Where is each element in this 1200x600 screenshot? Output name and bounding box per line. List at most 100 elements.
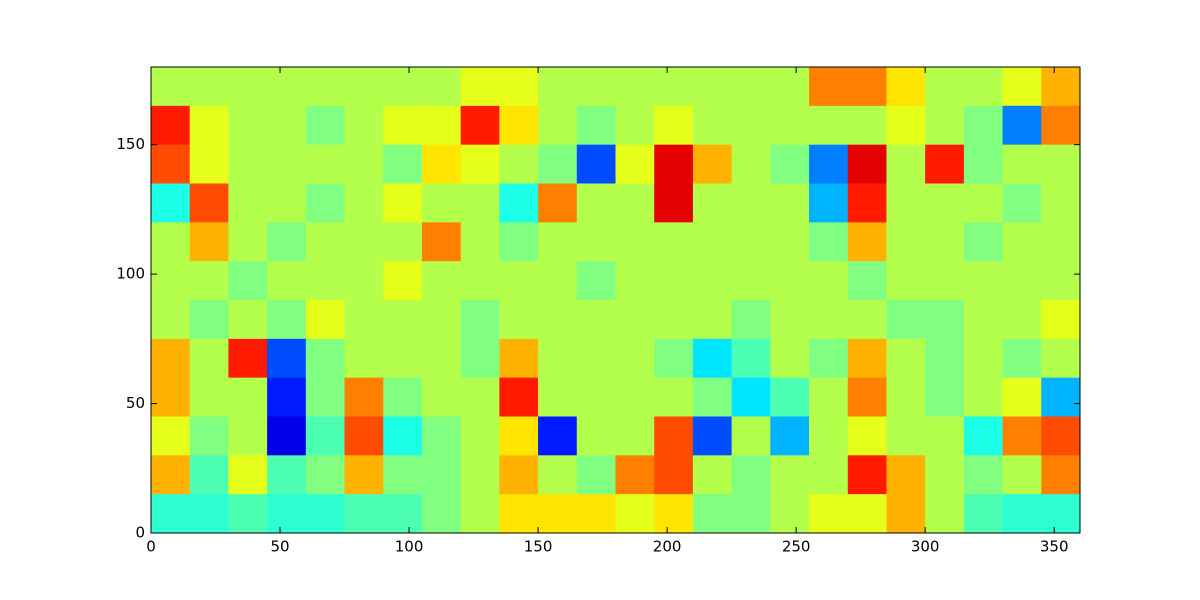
heatmap-cell [886, 455, 926, 495]
heatmap-cell [189, 183, 229, 223]
heatmap-cell [731, 300, 771, 340]
heatmap-cell [692, 261, 733, 301]
heatmap-cell [460, 416, 500, 456]
heatmap-cell [1002, 144, 1042, 184]
heatmap-cell [305, 144, 346, 184]
heatmap-cell [615, 494, 655, 534]
heatmap-cell [538, 377, 578, 417]
heatmap-cell [692, 494, 733, 534]
heatmap-cell [499, 377, 539, 417]
heatmap-cell [847, 416, 887, 456]
heatmap-cell [305, 416, 346, 456]
heatmap-cell [383, 416, 423, 456]
heatmap-cell [421, 183, 462, 223]
heatmap-cell [886, 67, 926, 107]
heatmap-cell [963, 300, 1004, 340]
heatmap-cell [770, 338, 810, 379]
heatmap-cell [538, 67, 578, 107]
heatmap-cell [1002, 455, 1042, 495]
heatmap-cell [1002, 67, 1042, 107]
heatmap-cell [499, 455, 539, 495]
heatmap-cell [731, 222, 771, 262]
heatmap-cell [886, 261, 926, 301]
heatmap-cell [731, 494, 771, 534]
heatmap-cell [538, 416, 578, 456]
heatmap-cell [421, 144, 462, 184]
y-tick-label: 50 [126, 394, 145, 412]
heatmap-cell [576, 105, 616, 146]
heatmap-cell [615, 144, 655, 184]
heatmap-cell [460, 338, 500, 379]
heatmap-cell [615, 67, 655, 107]
heatmap-cell [344, 416, 384, 456]
heatmap-cell [692, 300, 733, 340]
heatmap-cell [731, 183, 771, 223]
heatmap-cell [460, 183, 500, 223]
heatmap-cell [189, 377, 229, 417]
y-tick-label: 150 [116, 135, 145, 153]
x-tick-label: 200 [653, 538, 682, 556]
heatmap-cell [809, 494, 849, 534]
heatmap-cell [1041, 105, 1081, 146]
heatmap-cell [654, 377, 694, 417]
heatmap-cell [731, 338, 771, 379]
heatmap-cell [460, 494, 500, 534]
heatmap-cell [692, 105, 733, 146]
heatmap-cell [654, 300, 694, 340]
heatmap-cell [151, 338, 191, 379]
heatmap-cell [847, 338, 887, 379]
heatmap-cell [847, 105, 887, 146]
heatmap-cell [963, 183, 1004, 223]
heatmap-cell [809, 105, 849, 146]
heatmap-cell [267, 261, 307, 301]
heatmap-cell [925, 494, 965, 534]
heatmap-cell [576, 183, 616, 223]
heatmap-cell [770, 67, 810, 107]
heatmap-cell [383, 261, 423, 301]
heatmap-cell [344, 455, 384, 495]
heatmap-cell [847, 67, 887, 107]
heatmap-cell [1002, 377, 1042, 417]
heatmap-cell [886, 300, 926, 340]
heatmap-cell [925, 67, 965, 107]
heatmap-cell [963, 338, 1004, 379]
heatmap-cell [538, 494, 578, 534]
heatmap-cell [267, 300, 307, 340]
heatmap-cell [383, 455, 423, 495]
heatmap-cell [1041, 261, 1081, 301]
heatmap-cell [267, 105, 307, 146]
heatmap-cell [615, 222, 655, 262]
heatmap-cell [1041, 377, 1081, 417]
heatmap-cell [499, 300, 539, 340]
heatmap-cell [305, 105, 346, 146]
heatmap-cell [847, 300, 887, 340]
heatmap-cell [809, 300, 849, 340]
heatmap-cell [770, 183, 810, 223]
heatmap-cell [925, 416, 965, 456]
heatmap-cell [692, 455, 733, 495]
heatmap-cell [305, 67, 346, 107]
heatmap-cell [189, 105, 229, 146]
heatmap-cell [886, 494, 926, 534]
heatmap-cell [538, 300, 578, 340]
heatmap-cell [305, 455, 346, 495]
heatmap-cell [654, 494, 694, 534]
heatmap-cell [421, 222, 462, 262]
heatmap-cell [499, 338, 539, 379]
heatmap-cell [189, 494, 229, 534]
heatmap-cell [344, 67, 384, 107]
heatmap-cell [576, 377, 616, 417]
heatmap-cell [654, 144, 694, 184]
heatmap-cell [615, 183, 655, 223]
heatmap-cell [460, 261, 500, 301]
heatmap-cell [1041, 67, 1081, 107]
heatmap-cell [654, 222, 694, 262]
heatmap-cell [499, 67, 539, 107]
heatmap-cell [383, 338, 423, 379]
heatmap-cell [421, 455, 462, 495]
heatmap-cell [615, 261, 655, 301]
heatmap-cell [654, 416, 694, 456]
heatmap-cell [383, 183, 423, 223]
heatmap-cell [576, 67, 616, 107]
